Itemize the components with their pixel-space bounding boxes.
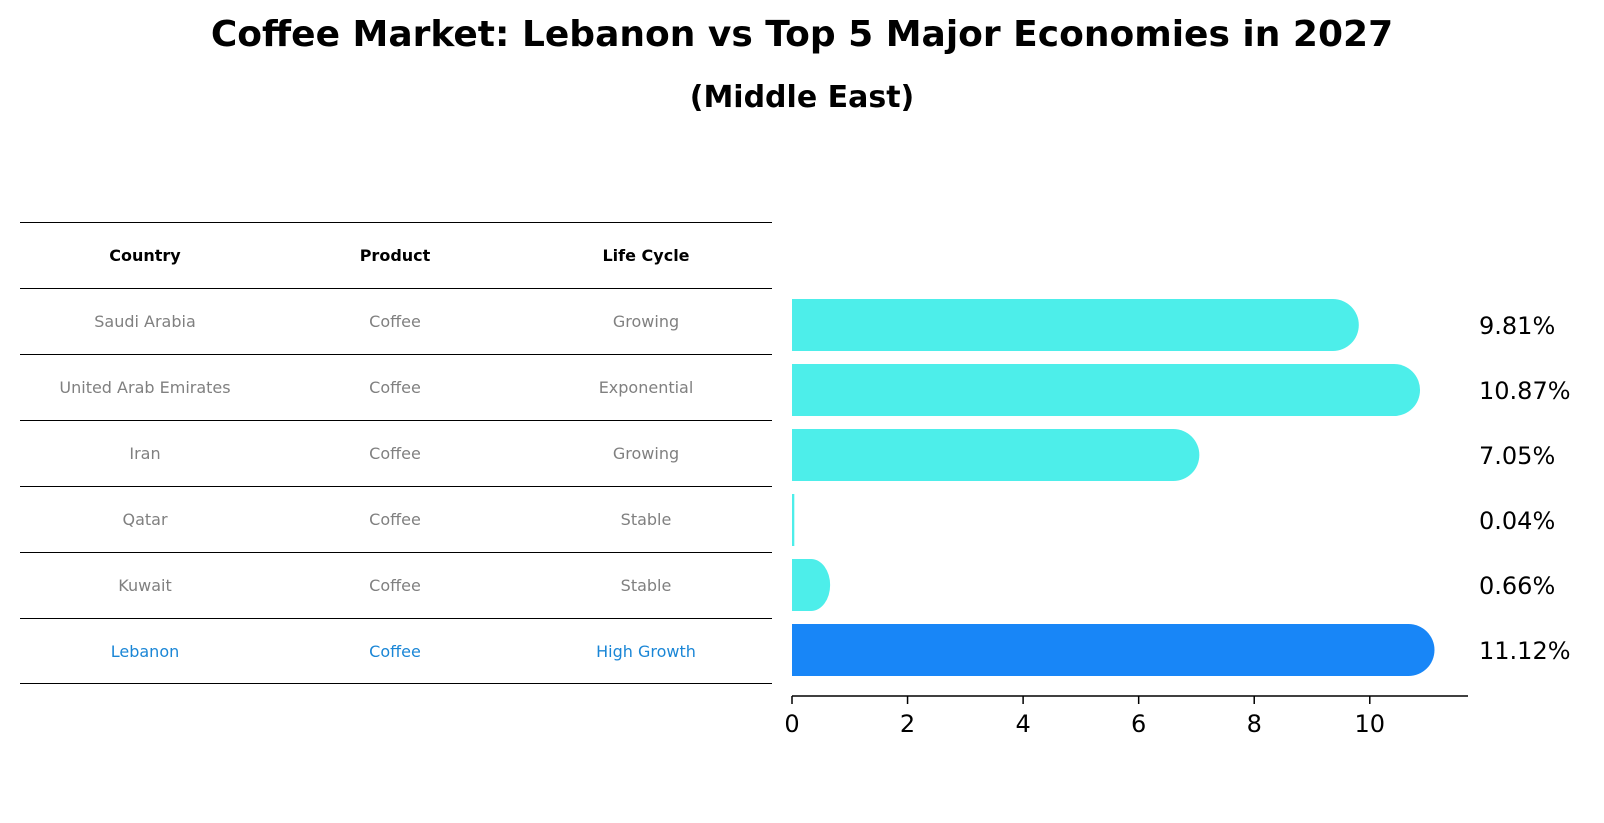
x-tick-label: 0 <box>784 710 799 738</box>
bar-kuwait <box>792 559 831 611</box>
cell-country: Qatar <box>122 510 168 529</box>
table-row: Qatar Coffee Stable <box>20 486 772 552</box>
data-label: 7.05% <box>1479 442 1555 470</box>
data-label: 11.12% <box>1479 637 1571 665</box>
cell-product: Coffee <box>369 312 421 331</box>
data-label: 0.04% <box>1479 507 1555 535</box>
cell-life-cycle: Stable <box>620 576 672 595</box>
table-row-highlighted: Lebanon Coffee High Growth <box>20 618 772 684</box>
cell-country: United Arab Emirates <box>59 378 231 397</box>
bar-qatar <box>792 494 795 546</box>
table-row: Kuwait Coffee Stable <box>20 552 772 618</box>
data-table: Country Product Life Cycle Saudi Arabia … <box>20 222 772 684</box>
bar-saudi-arabia <box>792 299 1359 351</box>
chart-title: Coffee Market: Lebanon vs Top 5 Major Ec… <box>210 14 1394 55</box>
table-row: Iran Coffee Growing <box>20 420 772 486</box>
cell-country: Iran <box>129 444 161 463</box>
cell-country: Kuwait <box>118 576 172 595</box>
data-label: 10.87% <box>1479 377 1571 405</box>
table-row: United Arab Emirates Coffee Exponential <box>20 354 772 420</box>
cell-product: Coffee <box>369 378 421 397</box>
cell-life-cycle: High Growth <box>596 641 696 661</box>
cell-product: Coffee <box>369 641 421 661</box>
x-tick-label: 4 <box>1015 710 1030 738</box>
bar-united-arab-emirates <box>792 364 1421 416</box>
column-header-product: Product <box>359 246 431 265</box>
chart-subtitle: (Middle East) <box>689 80 915 115</box>
table-header-row: Country Product Life Cycle <box>20 222 772 288</box>
x-tick-label: 10 <box>1355 710 1386 738</box>
cell-country: Lebanon <box>110 641 180 661</box>
table-row: Saudi Arabia Coffee Growing <box>20 288 772 354</box>
x-tick-label: 6 <box>1131 710 1146 738</box>
column-header-country: Country <box>109 246 181 265</box>
cell-life-cycle: Growing <box>612 444 680 463</box>
x-tick-label: 8 <box>1247 710 1262 738</box>
cell-product: Coffee <box>369 444 421 463</box>
cell-life-cycle: Growing <box>612 312 680 331</box>
cell-country: Saudi Arabia <box>94 312 196 331</box>
column-header-life-cycle: Life Cycle <box>602 246 690 265</box>
x-tick-label: 2 <box>900 710 915 738</box>
cell-product: Coffee <box>369 576 421 595</box>
bar-iran <box>792 429 1200 481</box>
data-label: 0.66% <box>1479 572 1555 600</box>
cell-life-cycle: Stable <box>620 510 672 529</box>
cell-life-cycle: Exponential <box>598 378 694 397</box>
data-label: 9.81% <box>1479 312 1555 340</box>
bar-lebanon <box>792 624 1435 676</box>
cell-product: Coffee <box>369 510 421 529</box>
